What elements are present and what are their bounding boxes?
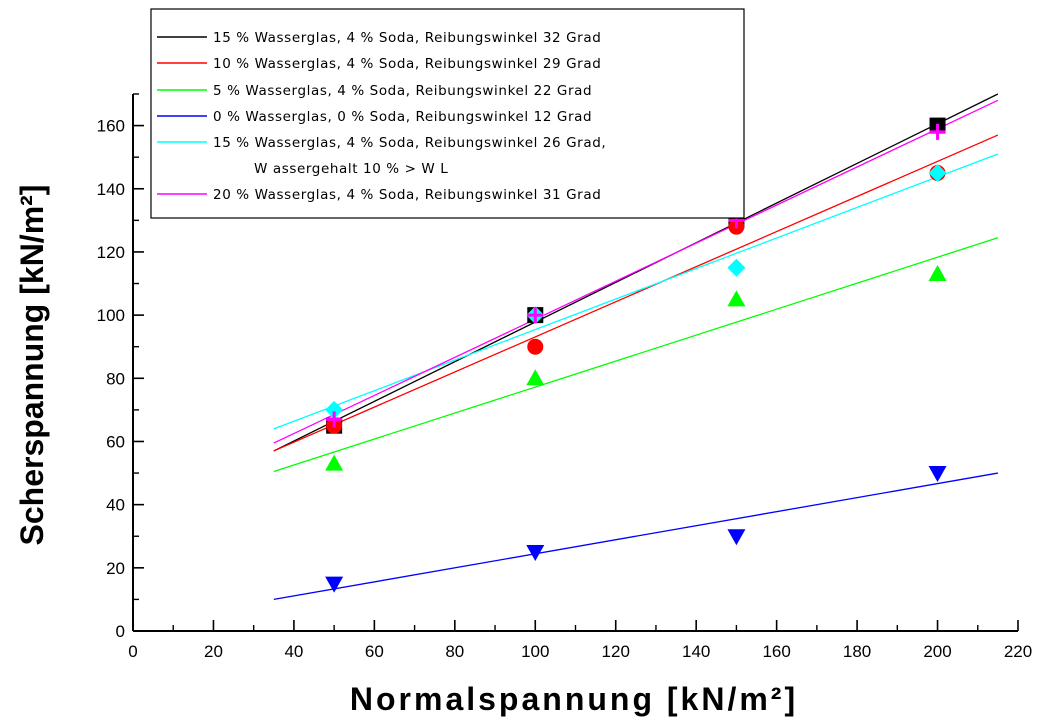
data-point [325,454,344,471]
x-tick-label: 80 [445,642,464,661]
data-markers [325,117,947,593]
data-point [727,290,746,307]
x-tick-label: 0 [128,642,137,661]
x-tick-label: 40 [284,642,303,661]
data-point [526,545,545,562]
fit-line-series-3 [273,237,999,473]
x-tick-label: 200 [923,642,951,661]
legend-entry-continuation: W assergehalt 10 % > W L [254,161,448,177]
data-point [727,258,746,277]
data-point [527,307,544,324]
x-tick-label: 220 [1004,642,1032,661]
data-point [326,411,343,428]
data-point [928,265,947,282]
fit-line-series-6 [273,99,999,444]
x-tick-label: 60 [365,642,384,661]
y-tick-label: 140 [97,180,125,199]
axes: 0 20 40 60 80 100 120 140 160 180 200 220 0 20 40 60 80 1… [97,93,1032,661]
data-point [929,123,946,140]
x-tick-label: 100 [521,642,549,661]
y-tick-label: 20 [106,559,125,578]
data-point [325,400,344,419]
data-point [928,163,947,182]
legend: 15 % Wasserglas, 4 % Soda, Reibungswinke… [150,8,745,219]
legend-entry: 10 % Wasserglas, 4 % Soda, Reibungswinke… [213,56,601,72]
legend-entry: 20 % Wasserglas, 4 % Soda, Reibungswinke… [213,187,601,203]
y-tick-label: 160 [97,117,125,136]
data-point [527,338,544,355]
legend-entry: 15 % Wasserglas, 4 % Soda, Reibungswinke… [213,135,606,151]
fit-line-series-4 [273,472,998,601]
data-point [928,466,947,483]
y-tick-label: 100 [97,306,125,325]
y-axis-title: Scherspannung [kN/m²] [14,185,50,546]
x-tick-label: 180 [843,642,871,661]
fit-line-series-2 [273,134,999,452]
x-tick-label: 20 [204,642,223,661]
legend-entry: 15 % Wasserglas, 4 % Soda, Reibungswinke… [213,30,601,46]
data-point [727,529,746,546]
legend-entry: 0 % Wasserglas, 0 % Soda, Reibungswinkel… [213,109,592,125]
y-tick-label: 120 [97,243,125,262]
legend-entry: 5 % Wasserglas, 4 % Soda, Reibungswinkel… [213,83,592,99]
fit-line-series-1 [273,93,999,452]
data-point [526,369,545,386]
legend-box [150,8,745,219]
fit-lines [273,93,999,601]
x-tick-label: 140 [682,642,710,661]
x-tick-label: 120 [602,642,630,661]
y-tick-label: 80 [106,369,125,388]
fit-line-series-5 [273,153,999,430]
x-tick-label: 160 [762,642,790,661]
y-tick-label: 60 [106,432,125,451]
data-point [325,576,344,593]
x-axis-title: Normalspannung [kN/m²] [350,681,798,717]
y-tick-label: 40 [106,496,125,515]
y-tick-label: 0 [116,622,125,641]
